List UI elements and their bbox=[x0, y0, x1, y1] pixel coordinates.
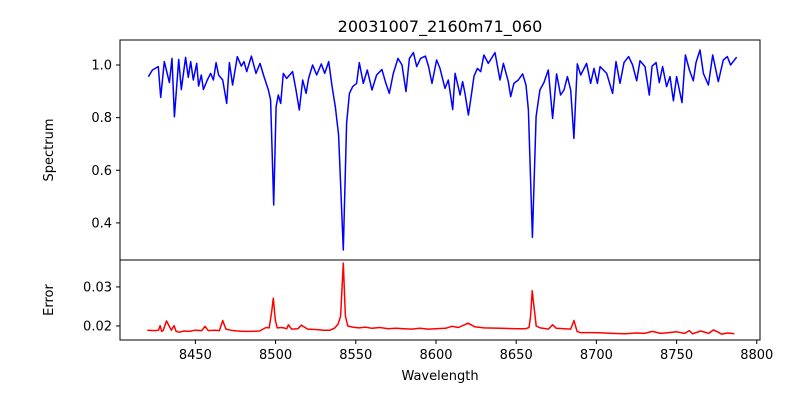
spectrum-series-line bbox=[147, 49, 738, 251]
x-tick-label: 8750 bbox=[660, 348, 693, 363]
spectrum-y-label: Spectrum bbox=[42, 119, 57, 182]
x-tick-label: 8650 bbox=[500, 348, 533, 363]
error-axes: 0.02 0.03 8450 8500 8550 8600 8650 8700 8750 880… bbox=[42, 259, 773, 384]
x-tick-label: 8600 bbox=[419, 348, 452, 363]
x-tick-label: 8500 bbox=[259, 348, 292, 363]
spectrum-y-ticks: 0.4 0.6 0.8 1.0 bbox=[91, 59, 120, 231]
y-tick-label: 1.0 bbox=[91, 59, 112, 74]
y-tick-label: 0.02 bbox=[83, 319, 112, 334]
y-tick-label: 0.6 bbox=[91, 164, 112, 179]
spectrum-axes: 0.4 0.6 0.8 1.0 Spectrum bbox=[42, 39, 761, 261]
y-tick-label: 0.8 bbox=[91, 111, 112, 126]
chart-title: 20031007_2160m71_060 bbox=[338, 17, 543, 37]
x-tick-label: 8450 bbox=[179, 348, 212, 363]
error-x-ticks: 8450 8500 8550 8600 8650 8700 8750 8800 bbox=[179, 340, 773, 363]
x-tick-label: 8700 bbox=[580, 348, 613, 363]
x-tick-label: 8800 bbox=[740, 348, 773, 363]
x-tick-label: 8550 bbox=[339, 348, 372, 363]
error-axes-frame bbox=[119, 259, 761, 341]
error-y-label: Error bbox=[42, 284, 57, 316]
y-tick-label: 0.03 bbox=[83, 280, 112, 295]
error-y-ticks: 0.02 0.03 bbox=[83, 280, 120, 334]
y-tick-label: 0.4 bbox=[91, 216, 112, 231]
error-series-line bbox=[147, 262, 735, 335]
x-axis-label: Wavelength bbox=[401, 369, 478, 384]
